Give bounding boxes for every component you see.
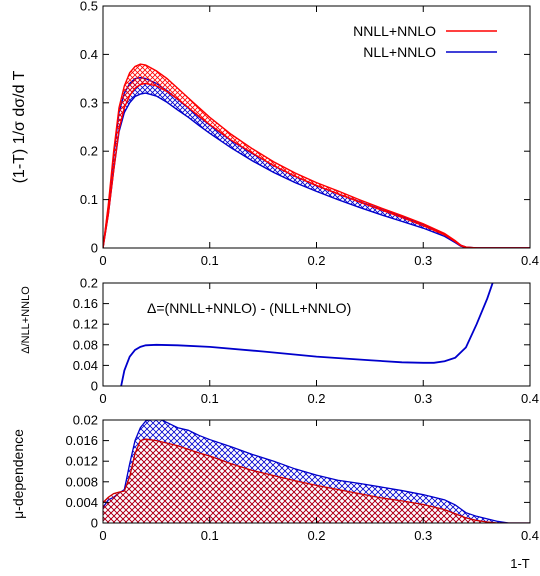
y-tick-label: 0.4 <box>80 47 98 62</box>
y-tick-label: 0.5 <box>80 0 98 14</box>
band-nll <box>103 77 530 248</box>
main-y-axis-label: (1-T) 1/σ dσ/d T <box>11 70 28 183</box>
main-distribution-panel: 0 0.1 0.2 0.3 0.4 0 0.1 0.2 0.3 0.4 0.5 (1-T) 1/σ … <box>11 0 539 268</box>
y-tick-label: 0.3 <box>80 95 98 110</box>
x-tick-label: 0 <box>99 528 106 543</box>
y-tick-label: 0.1 <box>80 192 98 207</box>
x-axis-label: 1-T <box>510 556 530 571</box>
y-tick-label: 0.04 <box>73 358 98 373</box>
x-tick-label: 0.2 <box>307 391 325 406</box>
x-tick-label: 0.3 <box>414 391 432 406</box>
mu-edge-blue <box>103 420 530 523</box>
x-tick-label: 0.1 <box>201 253 219 268</box>
y-tick-label: 0.2 <box>80 144 98 159</box>
y-tick-label: 0.016 <box>65 433 98 448</box>
x-tick-label: 0 <box>99 253 106 268</box>
delta-y-axis-label: Δ/NLL+NNLO <box>20 286 32 354</box>
mu-dependence-panel: 0 0.1 0.2 0.3 0.4 0 0.004 0.008 0.012 0.016 0.02 μ… <box>10 413 539 572</box>
y-tick-label: 0 <box>91 516 98 531</box>
delta-series-line <box>120 283 494 386</box>
y-tick-label: 0.012 <box>65 454 98 469</box>
x-tick-label: 0.4 <box>521 391 539 406</box>
y-tick-label: 0.08 <box>73 337 98 352</box>
delta-ratio-panel: 0 0.1 0.2 0.3 0.4 0 0.04 0.08 0.12 0.16 0.2 Δ/NLL+… <box>20 276 539 407</box>
delta-annotation: Δ=(NNLL+NNLO) - (NLL+NNLO) <box>147 300 351 316</box>
y-tick-label: 0.004 <box>65 495 98 510</box>
y-tick-label: 0.02 <box>73 413 98 428</box>
legend-label-nnll: NNLL+NNLO <box>353 23 436 39</box>
legend-label-nll: NLL+NNLO <box>363 44 436 60</box>
y-tick-label: 0.12 <box>73 317 98 332</box>
x-tick-label: 0.2 <box>307 253 325 268</box>
x-tick-label: 0.4 <box>521 253 539 268</box>
mu-plot-axes: 0 0.1 0.2 0.3 0.4 0 0.004 0.008 0.012 0.016 0.02 <box>65 413 539 544</box>
x-tick-label: 0.1 <box>201 528 219 543</box>
delta-plot-axes: 0 0.1 0.2 0.3 0.4 0 0.04 0.08 0.12 0.16 0.2 <box>73 276 539 407</box>
legend: NNLL+NNLO NLL+NNLO <box>353 23 497 60</box>
y-tick-label: 0.008 <box>65 474 98 489</box>
delta-ratio-line <box>120 283 494 386</box>
mu-area-red <box>103 439 530 523</box>
mu-edge-red <box>103 438 530 523</box>
y-tick-label: 0 <box>91 379 98 394</box>
band-lower-edge-nll <box>103 92 530 248</box>
main-plot-frame <box>102 5 531 249</box>
main-distribution-bands <box>103 63 530 248</box>
x-tick-label: 0.2 <box>307 528 325 543</box>
main-plot-axes: 0 0.1 0.2 0.3 0.4 0 0.1 0.2 0.3 0.4 0.5 <box>80 0 539 268</box>
x-tick-label: 0.4 <box>521 528 539 543</box>
delta-plot-frame <box>102 282 531 387</box>
band-upper-edge-nll <box>103 76 530 248</box>
x-tick-label: 0.3 <box>414 528 432 543</box>
mu-dependence-bands <box>103 420 530 523</box>
band-upper-edge-nnll <box>103 63 530 248</box>
x-tick-label: 0.3 <box>414 253 432 268</box>
x-tick-label: 0 <box>99 391 106 406</box>
x-tick-label: 0.1 <box>201 391 219 406</box>
mu-y-axis-label: μ-dependence <box>10 429 26 519</box>
y-tick-label: 0 <box>91 241 98 256</box>
y-tick-label: 0.16 <box>73 296 98 311</box>
band-nnll <box>103 64 530 248</box>
y-tick-label: 0.2 <box>80 276 98 291</box>
band-lower-edge-nnll <box>103 82 530 248</box>
